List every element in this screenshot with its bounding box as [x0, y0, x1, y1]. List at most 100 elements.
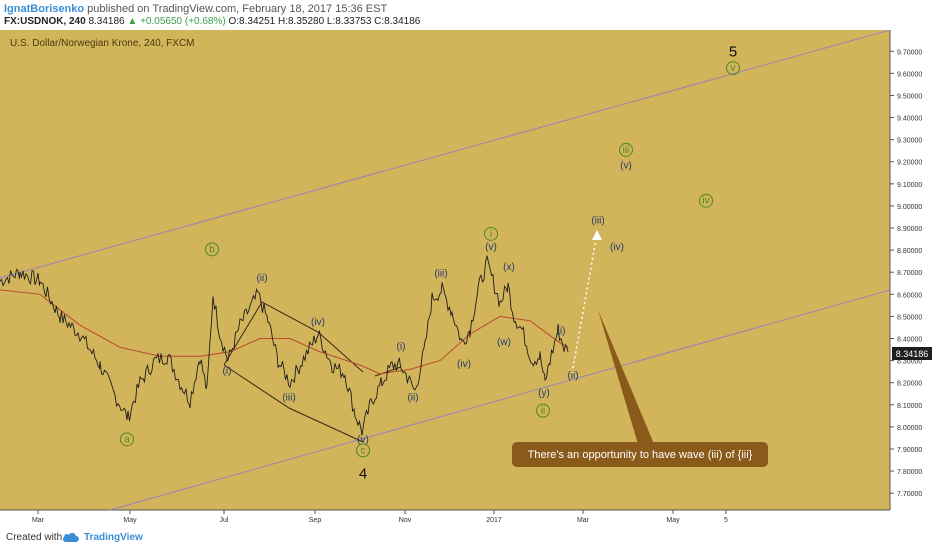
- wave-circle: [484, 226, 498, 241]
- wave-label: a: [124, 434, 130, 445]
- chart-header: IgnatBorisenko published on TradingView.…: [0, 0, 932, 30]
- x-tick-label: May: [666, 517, 680, 524]
- y-tick-label: 8.60000: [897, 292, 922, 299]
- y-tick-label: 9.50000: [897, 93, 922, 100]
- wave-circle: [619, 142, 633, 157]
- time-axis-ticks: Mar May Jul Sep Nov 2017 Mar May 5: [32, 510, 728, 524]
- x-tick-label: Mar: [32, 517, 45, 524]
- y-tick-label: 9.10000: [897, 182, 922, 189]
- price-line: [0, 255, 569, 436]
- x-tick-label: 2017: [486, 517, 502, 524]
- projection-arrow[interactable]: [571, 233, 598, 374]
- wave-label: iv: [702, 196, 709, 207]
- chart-title: U.S. Dollar/Norwegian Krone, 240, FXCM: [10, 38, 195, 49]
- price-series: [0, 255, 569, 436]
- wave-label: (iii): [434, 269, 447, 280]
- y-tick-label: 8.40000: [897, 336, 922, 343]
- y-tick-label: 8.90000: [897, 226, 922, 233]
- last-price: 8.34186: [88, 16, 125, 27]
- moving-average-line: [0, 289, 569, 375]
- wave-label: (v): [485, 242, 497, 253]
- publish-line: IgnatBorisenko published on TradingView.…: [4, 3, 387, 15]
- y-tick-label: 7.80000: [897, 469, 922, 476]
- y-tick-label: 9.60000: [897, 71, 922, 78]
- wave-label: (iii): [591, 216, 604, 227]
- wave-label: b: [209, 244, 215, 255]
- callout-box[interactable]: [512, 442, 768, 467]
- wave-label: (iii): [282, 392, 295, 403]
- time-axis-background: [0, 510, 890, 526]
- wave-label: (y): [538, 388, 550, 399]
- wave-label: (ii): [567, 370, 578, 381]
- x-tick-label: Sep: [309, 517, 322, 524]
- wave-label: (iv): [311, 317, 325, 328]
- x-tick-label: Jul: [220, 517, 229, 524]
- x-tick-label: Mar: [577, 517, 590, 524]
- wave-circle: [699, 193, 713, 208]
- ohlc-values: O:8.34251 H:8.35280 L:8.33753 C:8.34186: [228, 16, 421, 27]
- y-tick-label: 8.80000: [897, 248, 922, 255]
- wave-label: c: [361, 445, 366, 456]
- price-axis-ticks: 9.70000 9.60000 9.50000 9.40000 9.30000 9.200…: [890, 49, 922, 498]
- y-tick-label: 8.20000: [897, 381, 922, 388]
- wave-label: (iv): [457, 359, 471, 370]
- wave-label: (i): [397, 342, 406, 353]
- change-up-icon: ▲: [127, 16, 138, 27]
- tradingview-cloud-icon: [62, 532, 79, 542]
- y-tick-label: 7.90000: [897, 447, 922, 454]
- wave-label: i: [490, 229, 492, 240]
- wave-label: 4: [359, 465, 367, 482]
- symbol-label: FX:USDNOK, 240: [4, 16, 86, 27]
- wave-label: (i): [557, 326, 566, 337]
- wave-circle: [356, 443, 370, 458]
- y-tick-label: 9.70000: [897, 49, 922, 56]
- footer: Created with TradingView: [0, 526, 932, 550]
- y-tick-label: 8.70000: [897, 270, 922, 277]
- y-tick-label: 9.40000: [897, 116, 922, 123]
- wave-label: (i): [223, 366, 232, 377]
- wave-label: (v): [357, 434, 369, 445]
- chart-area[interactable]: There's an opportunity to have wave (iii…: [0, 29, 932, 526]
- y-tick-label: 8.00000: [897, 425, 922, 432]
- y-tick-label: 9.30000: [897, 138, 922, 145]
- wave-label: (v): [620, 160, 632, 171]
- quote-line: FX:USDNOK, 240 8.34186 ▲ +0.05650 (+0.68…: [4, 16, 420, 27]
- wave-labels: ba(ii)(i)(iv)(iii)(v)c4(i)(ii)(iii)(iv)i…: [120, 43, 740, 482]
- last-price-tag: [892, 347, 932, 360]
- callout-text: There's an opportunity to have wave (iii…: [528, 449, 753, 461]
- wave-circle: [726, 61, 740, 76]
- price-change: +0.05650 (+0.68%): [140, 16, 226, 27]
- wave-label: ii: [541, 406, 545, 417]
- wave-label: 5: [729, 43, 737, 60]
- y-tick-label: 8.30000: [897, 359, 922, 366]
- y-tick-label: 9.00000: [897, 204, 922, 211]
- wave-label: (x): [503, 262, 515, 273]
- wave-label: (iv): [610, 242, 624, 253]
- wave-label: (ii): [256, 273, 267, 284]
- wave-circle: [205, 242, 219, 257]
- callout-pointer: [598, 310, 654, 444]
- wave-label: (w): [497, 337, 511, 348]
- ma-series: [0, 289, 569, 375]
- last-price-tag-label: 8.34186: [896, 349, 929, 359]
- channel-upper[interactable]: [0, 29, 891, 279]
- projection-arrowhead-icon: [592, 230, 602, 240]
- y-tick-label: 8.50000: [897, 314, 922, 321]
- author-name[interactable]: IgnatBorisenko: [4, 3, 85, 15]
- publish-info: published on TradingView.com, February 1…: [87, 3, 388, 15]
- x-tick-label: 5: [724, 517, 728, 524]
- wave-label: v: [731, 63, 736, 74]
- wave-label: iii: [623, 145, 630, 156]
- tradingview-brand-link[interactable]: TradingView: [84, 532, 143, 543]
- x-tick-label: Nov: [399, 517, 412, 524]
- y-tick-label: 7.70000: [897, 491, 922, 498]
- wave-circle: [120, 432, 134, 447]
- price-chart[interactable]: There's an opportunity to have wave (iii…: [0, 29, 932, 526]
- channel-lower[interactable]: [109, 289, 891, 511]
- plot-background: [0, 30, 890, 510]
- y-tick-label: 8.10000: [897, 403, 922, 410]
- x-tick-label: May: [123, 517, 137, 524]
- wave-circle: [536, 403, 550, 418]
- y-tick-label: 9.20000: [897, 160, 922, 167]
- wave-label: (ii): [407, 392, 418, 403]
